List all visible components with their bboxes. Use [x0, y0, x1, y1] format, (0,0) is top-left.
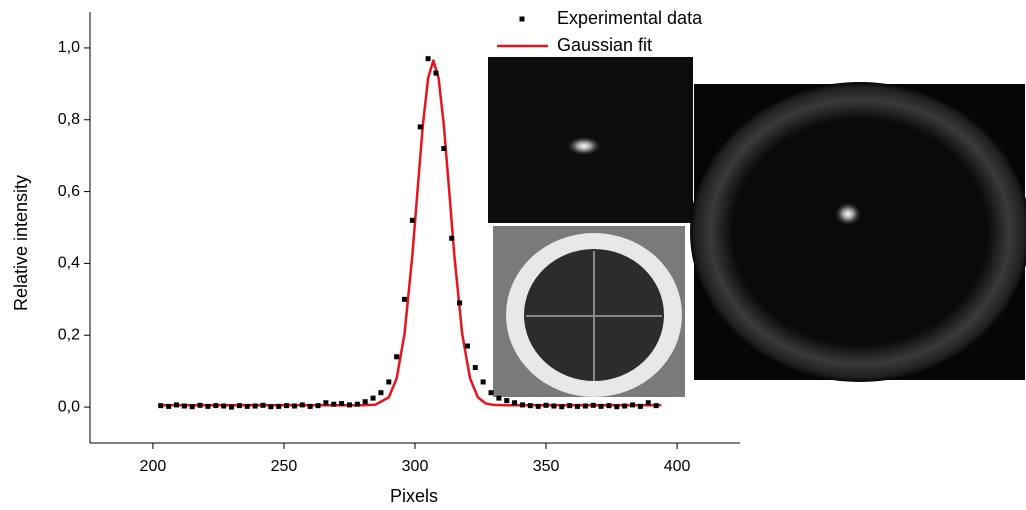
data-point	[252, 403, 258, 409]
data-point	[496, 395, 502, 401]
inset-spot	[566, 136, 602, 156]
data-point	[504, 398, 510, 404]
data-point	[213, 403, 219, 409]
data-point	[244, 403, 250, 409]
x-tick-label: 300	[402, 458, 429, 475]
data-point	[394, 354, 400, 360]
x-tick-label: 350	[533, 458, 560, 475]
data-point	[158, 403, 164, 409]
data-point	[472, 365, 478, 371]
data-point	[346, 402, 352, 408]
inset-ring	[690, 82, 1026, 382]
data-point	[457, 300, 463, 306]
data-point	[559, 404, 565, 410]
data-point	[582, 403, 588, 409]
y-tick-label: 0,8	[58, 111, 80, 128]
y-axis-title: Relative intensity	[11, 175, 31, 311]
data-point	[590, 402, 596, 408]
data-point	[535, 403, 541, 409]
legend-marker	[519, 16, 525, 22]
data-point	[299, 402, 305, 408]
x-axis-title: Pixels	[390, 486, 438, 506]
data-point	[645, 400, 651, 406]
data-point	[464, 343, 470, 349]
data-point	[480, 379, 486, 385]
data-point	[197, 402, 203, 408]
data-point	[268, 404, 274, 410]
data-point	[221, 403, 227, 409]
data-point	[370, 395, 376, 401]
data-point	[236, 403, 242, 409]
inset-spot	[834, 202, 862, 226]
data-point	[291, 403, 297, 409]
data-point	[378, 390, 384, 396]
x-tick-label: 200	[140, 458, 167, 475]
data-point	[598, 403, 604, 409]
data-point	[362, 399, 368, 405]
data-point	[551, 403, 557, 409]
data-point	[189, 404, 195, 410]
data-point	[409, 217, 415, 223]
data-point	[354, 401, 360, 407]
insets	[488, 57, 1026, 397]
data-point	[229, 404, 235, 410]
data-point	[417, 124, 423, 130]
fit-line	[158, 59, 662, 407]
data-point	[575, 403, 580, 409]
data-point	[449, 235, 455, 241]
data-point	[567, 403, 573, 409]
data-point	[519, 402, 525, 408]
y-tick-label: 1,0	[58, 39, 80, 56]
y-tick-label: 0,2	[58, 326, 80, 343]
data-point	[512, 400, 518, 406]
data-point	[315, 403, 321, 409]
data-point	[323, 400, 329, 406]
data-point	[606, 403, 612, 409]
x-tick-label: 250	[271, 458, 298, 475]
data-point	[543, 402, 549, 408]
y-tick-label: 0,0	[58, 398, 80, 415]
legend-label: Gaussian fit	[557, 35, 652, 55]
data-point	[653, 403, 659, 409]
data-point	[284, 403, 290, 409]
data-point	[331, 401, 337, 407]
data-point	[166, 403, 172, 409]
data-point	[441, 145, 447, 151]
data-point	[276, 403, 282, 409]
data-point	[205, 403, 211, 409]
data-point	[173, 402, 179, 408]
data-point	[339, 400, 345, 406]
data-point	[260, 402, 266, 408]
data-point	[527, 403, 533, 409]
y-tick-label: 0,4	[58, 255, 80, 272]
data-point	[433, 70, 439, 76]
data-point	[307, 403, 313, 409]
data-point	[614, 404, 620, 410]
data-point	[637, 403, 643, 409]
x-tick-label: 400	[664, 458, 691, 475]
data-point	[622, 403, 628, 409]
data-point	[630, 402, 636, 408]
data-point	[386, 379, 392, 385]
legend-label: Experimental data	[557, 8, 703, 28]
y-tick-label: 0,6	[58, 183, 80, 200]
data-point	[402, 296, 408, 302]
data-point	[425, 56, 431, 62]
data-point	[181, 403, 187, 409]
data-point	[488, 390, 494, 396]
